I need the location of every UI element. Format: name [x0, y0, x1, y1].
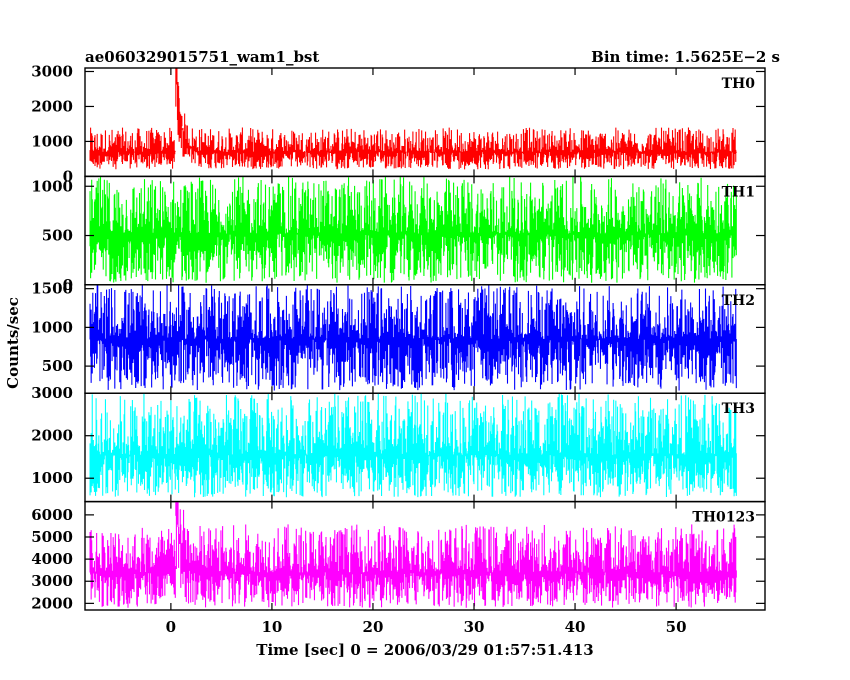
x-axis-title: Time [sec] 0 = 2006/03/29 01:57:51.413 — [256, 641, 593, 659]
band-label-th2: TH2 — [722, 293, 755, 309]
series-th0 — [89, 68, 737, 170]
bin-time-label: Bin time: 1.5625E−2 s — [591, 48, 780, 66]
y-tick-label-th2: 1500 — [31, 280, 73, 298]
y-tick-label-th0123: 6000 — [31, 506, 73, 524]
band-label-th0123: TH0123 — [692, 510, 755, 526]
series-th3 — [89, 393, 737, 498]
x-tick-label: 40 — [565, 618, 586, 636]
y-tick-label-th0: 1000 — [31, 132, 73, 150]
y-tick-label-th0123: 4000 — [31, 550, 73, 568]
y-tick-label-th1: 0 — [63, 276, 73, 294]
y-axis-title: Counts/sec — [4, 297, 22, 389]
y-tick-label-th1: 1000 — [31, 177, 73, 195]
x-tick-label: 50 — [666, 618, 687, 636]
y-tick-label-th0: 2000 — [31, 97, 73, 115]
y-tick-label-th0123: 3000 — [31, 572, 73, 590]
x-tick-label: 0 — [166, 618, 176, 636]
series-th2 — [89, 284, 737, 391]
series-th1 — [89, 176, 737, 283]
x-tick-label: 30 — [464, 618, 485, 636]
y-tick-label-th1: 500 — [42, 227, 73, 245]
series-th0123 — [89, 501, 737, 608]
chart-title: ae060329015751_wam1_bst — [85, 48, 319, 66]
panel-frame-th0123 — [84, 500, 766, 611]
y-tick-label-th0: 0 — [63, 167, 73, 185]
y-tick-label-th3: 1000 — [31, 469, 73, 487]
x-tick-label: 20 — [363, 618, 384, 636]
y-tick-label-th2: 500 — [42, 357, 73, 375]
x-tick-label: 10 — [261, 618, 282, 636]
y-tick-label-th0123: 2000 — [31, 594, 73, 612]
y-tick-label-th3: 2000 — [31, 427, 73, 445]
y-tick-label-th0123: 5000 — [31, 528, 73, 546]
band-label-th3: TH3 — [722, 401, 755, 417]
band-label-th1: TH1 — [722, 184, 755, 200]
y-tick-label-th0: 3000 — [31, 62, 73, 80]
y-tick-label-th2: 1000 — [31, 318, 73, 336]
band-label-th0: TH0 — [722, 76, 756, 92]
y-tick-label-th3: 3000 — [31, 384, 73, 402]
